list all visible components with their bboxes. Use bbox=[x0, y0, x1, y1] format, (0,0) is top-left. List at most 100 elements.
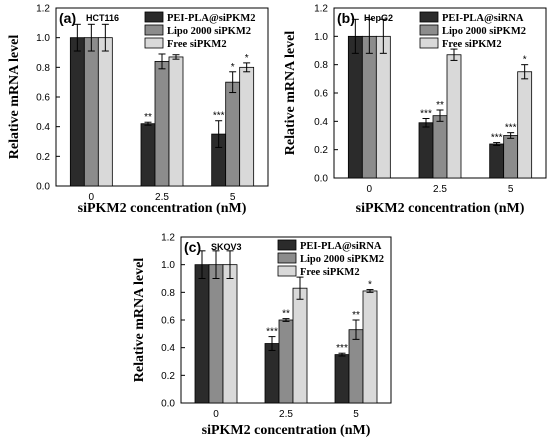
legend-swatch bbox=[277, 239, 297, 251]
legend-label: PEI-PLA@siRNA bbox=[442, 13, 524, 24]
bar bbox=[239, 66, 255, 187]
significance-label: * bbox=[231, 62, 235, 73]
bar bbox=[334, 354, 350, 404]
bar bbox=[222, 264, 238, 404]
legend-label: Free siPKM2 bbox=[300, 267, 360, 278]
bar bbox=[194, 264, 210, 404]
y-tick-label: 0.0 bbox=[36, 182, 50, 193]
significance-label: ** bbox=[352, 310, 360, 321]
y-tick-label: 0.6 bbox=[36, 93, 50, 104]
bar bbox=[418, 122, 434, 179]
bar bbox=[208, 264, 224, 404]
bar bbox=[140, 123, 156, 187]
y-tick-label: 1.2 bbox=[161, 233, 175, 244]
x-tick-label: 2.5 bbox=[433, 184, 447, 195]
x-tick-label: 5 bbox=[353, 409, 359, 420]
significance-label: *** bbox=[336, 343, 348, 354]
significance-label: * bbox=[368, 280, 372, 291]
bar bbox=[292, 287, 308, 404]
significance-label: ** bbox=[436, 100, 444, 111]
x-tick-label: 0 bbox=[89, 192, 95, 203]
bar bbox=[154, 61, 170, 187]
legend-swatch bbox=[144, 11, 164, 23]
x-axis-title: siPKM2 concentration (nM) bbox=[202, 423, 371, 438]
bar bbox=[97, 37, 113, 187]
y-tick-label: 0.4 bbox=[36, 122, 50, 133]
y-tick-label: 0.6 bbox=[314, 89, 328, 100]
y-tick-label: 0.2 bbox=[161, 371, 175, 382]
x-tick-label: 0 bbox=[367, 184, 373, 195]
significance-label: *** bbox=[491, 133, 503, 144]
bar bbox=[361, 35, 377, 179]
legend-swatch bbox=[277, 265, 297, 277]
legend-swatch bbox=[144, 24, 164, 36]
panel-label: (a) bbox=[59, 10, 76, 26]
bar bbox=[69, 37, 85, 187]
x-tick-label: 5 bbox=[230, 192, 236, 203]
legend-swatch bbox=[144, 37, 164, 49]
y-tick-label: 0.8 bbox=[314, 60, 328, 71]
significance-label: *** bbox=[213, 111, 225, 122]
y-tick-label: 0.4 bbox=[161, 343, 175, 354]
bar bbox=[517, 71, 533, 179]
y-tick-label: 1.2 bbox=[314, 4, 328, 15]
x-axis-title: siPKM2 concentration (nM) bbox=[78, 201, 247, 216]
panel-label: (b) bbox=[337, 10, 355, 26]
y-axis-title: Relative mRNA level bbox=[283, 31, 298, 156]
panel-label: (c) bbox=[184, 239, 201, 255]
bar bbox=[375, 35, 391, 179]
significance-label: * bbox=[245, 53, 249, 64]
significance-label: ** bbox=[282, 309, 290, 320]
y-tick-label: 0.8 bbox=[161, 288, 175, 299]
y-tick-label: 0.4 bbox=[314, 117, 328, 128]
y-tick-label: 0.0 bbox=[161, 399, 175, 410]
legend-label: PEI-PLA@siPKM2 bbox=[167, 13, 256, 24]
cell-line-label: HCT116 bbox=[86, 13, 119, 23]
significance-label: *** bbox=[266, 327, 278, 338]
legend-label: Lipo 2000 siPKM2 bbox=[300, 254, 384, 265]
bar bbox=[168, 56, 184, 187]
y-tick-label: 0.6 bbox=[161, 316, 175, 327]
significance-label: *** bbox=[505, 123, 517, 134]
x-tick-label: 2.5 bbox=[279, 409, 293, 420]
bar bbox=[446, 54, 462, 179]
y-tick-label: 0.0 bbox=[314, 174, 328, 185]
bar bbox=[264, 343, 280, 404]
bar bbox=[432, 115, 448, 179]
significance-label: ** bbox=[144, 112, 152, 123]
y-tick-label: 1.0 bbox=[314, 32, 328, 43]
bar bbox=[347, 35, 363, 179]
bar bbox=[348, 329, 364, 404]
legend-swatch bbox=[419, 37, 439, 49]
y-axis-title: Relative mRNA level bbox=[132, 258, 147, 383]
y-tick-label: 1.2 bbox=[36, 4, 50, 15]
legend-label: Free siPKM2 bbox=[442, 39, 502, 50]
chart-panel-3: 0.00.20.40.60.81.01.20 2.5*****5******(c)… bbox=[132, 233, 392, 438]
legend-label: Lipo 2000 siPKM2 bbox=[167, 26, 251, 37]
legend-swatch bbox=[277, 252, 297, 264]
bar bbox=[83, 37, 99, 187]
y-tick-label: 0.2 bbox=[314, 145, 328, 156]
bar bbox=[489, 143, 505, 179]
legend-label: PEI-PLA@siRNA bbox=[300, 241, 382, 252]
y-tick-label: 1.0 bbox=[161, 260, 175, 271]
bar bbox=[225, 81, 241, 187]
significance-label: *** bbox=[420, 109, 432, 120]
y-tick-label: 1.0 bbox=[36, 33, 50, 44]
legend-label: Lipo 2000 siPKM2 bbox=[442, 26, 526, 37]
y-tick-label: 0.2 bbox=[36, 152, 50, 163]
cell-line-label: HepG2 bbox=[364, 13, 393, 23]
significance-label: * bbox=[523, 55, 527, 66]
legend-swatch bbox=[419, 24, 439, 36]
bar bbox=[362, 290, 378, 404]
bar bbox=[503, 135, 519, 179]
x-tick-label: 5 bbox=[508, 184, 514, 195]
chart-panel-1: 0.00.20.40.60.81.01.20 2.5**5*****(a) HCT1… bbox=[7, 4, 269, 216]
bar bbox=[278, 319, 294, 404]
cell-line-label: SKOV3 bbox=[211, 242, 242, 252]
y-axis-title: Relative mRNA level bbox=[7, 35, 22, 160]
legend-label: Free siPKM2 bbox=[167, 39, 227, 50]
y-tick-label: 0.8 bbox=[36, 63, 50, 74]
chart-panel-2: 0.00.20.40.60.81.01.20 2.5*****5*******(b… bbox=[283, 4, 547, 216]
